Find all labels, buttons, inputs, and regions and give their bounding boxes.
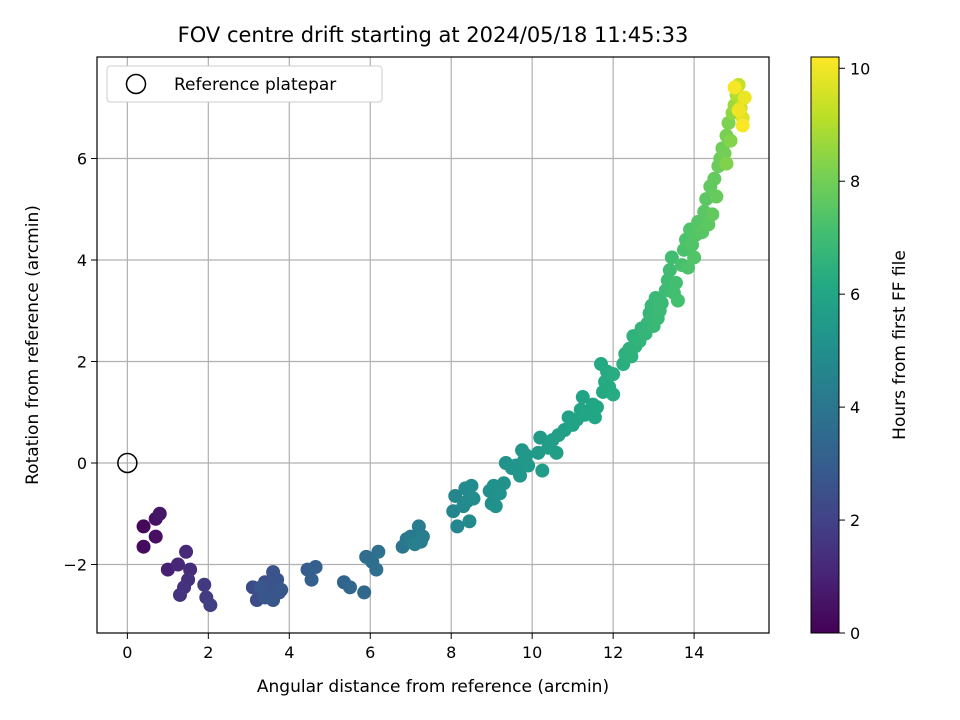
scatter-point bbox=[407, 537, 422, 552]
y-tick-label: 2 bbox=[77, 352, 87, 371]
reference-marker-layer bbox=[117, 452, 138, 474]
colorbar-tick-label: 8 bbox=[850, 172, 860, 191]
scatter-point bbox=[488, 499, 503, 514]
x-tick-label: 8 bbox=[446, 643, 456, 662]
scatter-point bbox=[136, 539, 151, 554]
scatter-point bbox=[670, 293, 685, 308]
scatter-point bbox=[466, 491, 481, 506]
y-axis-label: Rotation from reference (arcmin) bbox=[23, 205, 43, 485]
scatter-point bbox=[369, 562, 384, 577]
scatter-point bbox=[589, 400, 604, 415]
scatter-point bbox=[723, 133, 738, 148]
scatter-point bbox=[606, 387, 621, 402]
chart-title: FOV centre drift starting at 2024/05/18 … bbox=[178, 23, 689, 47]
x-tick-label: 2 bbox=[203, 643, 213, 662]
scatter-point bbox=[575, 390, 590, 405]
scatter-point bbox=[654, 296, 669, 311]
scatter-point bbox=[533, 430, 548, 445]
x-axis-ticks: 0 2 4 6 8 10 12 14 bbox=[122, 633, 704, 662]
scatter-point bbox=[735, 118, 750, 133]
y-tick-label: 6 bbox=[77, 149, 87, 168]
data-points bbox=[136, 77, 752, 613]
scatter-point bbox=[687, 250, 702, 265]
scatter-point bbox=[496, 476, 511, 491]
x-tick-label: 0 bbox=[122, 643, 132, 662]
scatter-point bbox=[343, 580, 358, 595]
x-tick-label: 14 bbox=[684, 643, 704, 662]
colorbar-tick-label: 4 bbox=[850, 398, 860, 417]
scatter-point bbox=[464, 478, 479, 493]
scatter-point bbox=[304, 572, 319, 587]
scatter-point bbox=[197, 577, 212, 592]
scatter-point bbox=[462, 514, 477, 529]
legend-marker-reference bbox=[125, 73, 147, 95]
scatter-point bbox=[371, 544, 386, 559]
scatter-point bbox=[152, 506, 167, 521]
scatter-point bbox=[513, 468, 528, 483]
scatter-point bbox=[203, 598, 218, 613]
scatter-point bbox=[719, 156, 734, 171]
scatter-point bbox=[664, 250, 679, 265]
scatter-point bbox=[179, 544, 194, 559]
scatter-point bbox=[357, 585, 372, 600]
scatter-point bbox=[148, 529, 163, 544]
scatter-point bbox=[727, 80, 742, 95]
scatter-point bbox=[136, 519, 151, 534]
colorbar-tick-label: 2 bbox=[850, 511, 860, 530]
colorbar-label: Hours from first FF file bbox=[890, 250, 910, 440]
scatter-point bbox=[535, 463, 550, 478]
scatter-point bbox=[253, 580, 268, 595]
scatter-point bbox=[521, 458, 536, 473]
scatter-point bbox=[274, 582, 289, 597]
colorbar-tick-label: 0 bbox=[850, 624, 860, 643]
grid-lines bbox=[97, 57, 769, 633]
scatter-point bbox=[308, 560, 323, 575]
scatter-point bbox=[709, 189, 724, 204]
scatter-point bbox=[170, 557, 185, 572]
scatter-point bbox=[606, 367, 621, 382]
x-axis-label: Angular distance from reference (arcmin) bbox=[257, 677, 609, 697]
scatter-point bbox=[668, 275, 683, 290]
scatter-point bbox=[707, 171, 722, 186]
scatter-point bbox=[450, 519, 465, 534]
x-tick-label: 12 bbox=[603, 643, 623, 662]
scatter-point bbox=[705, 207, 720, 222]
y-tick-label: −2 bbox=[63, 555, 87, 574]
y-tick-label: 0 bbox=[77, 454, 87, 473]
y-axis-ticks: −2 0 2 4 6 bbox=[63, 149, 97, 574]
scatter-point bbox=[172, 587, 187, 602]
scatter-point bbox=[731, 103, 746, 118]
x-tick-label: 4 bbox=[284, 643, 294, 662]
x-tick-label: 6 bbox=[365, 643, 375, 662]
colorbar-tick-label: 10 bbox=[850, 59, 870, 78]
legend: Reference platepar bbox=[106, 65, 383, 103]
legend-label-reference: Reference platepar bbox=[174, 75, 336, 95]
colorbar-ticks: 0 2 4 6 8 10 bbox=[839, 59, 870, 643]
legend-box bbox=[106, 65, 383, 103]
scatter-point bbox=[737, 90, 752, 105]
y-tick-label: 4 bbox=[77, 251, 87, 270]
reference-platepar-marker bbox=[117, 452, 138, 474]
plot-area-frame bbox=[96, 56, 770, 634]
scatter-point bbox=[549, 445, 564, 460]
scatter-point bbox=[681, 260, 696, 275]
colorbar bbox=[810, 56, 840, 634]
x-tick-label: 10 bbox=[522, 643, 542, 662]
colorbar-tick-label: 6 bbox=[850, 285, 860, 304]
scatter-point bbox=[662, 263, 677, 278]
scatter-point bbox=[448, 488, 463, 503]
